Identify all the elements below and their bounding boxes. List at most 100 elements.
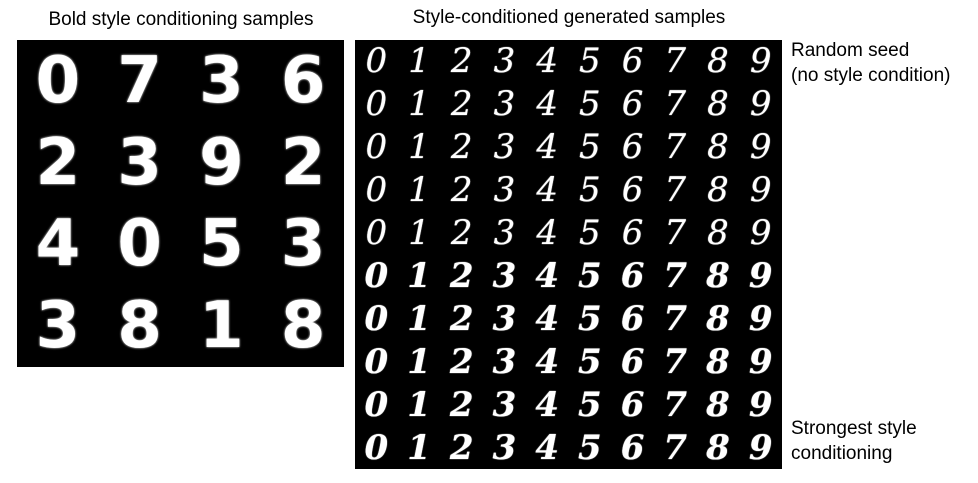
generated-digit: 7: [664, 127, 687, 168]
conditioning-digit: 4: [35, 207, 81, 282]
generated-sample-cell: 7: [654, 426, 697, 469]
conditioning-sample-cell: 1: [181, 285, 263, 367]
generated-digit: 8: [706, 427, 730, 468]
generated-sample-cell: 2: [440, 297, 483, 340]
conditioning-digit: 3: [199, 43, 244, 118]
generated-digit: 2: [449, 298, 474, 339]
generated-sample-cell: 9: [739, 426, 782, 469]
generated-digit: 3: [492, 255, 517, 296]
generated-digit: 1: [408, 84, 430, 125]
generated-digit: 8: [706, 298, 730, 339]
generated-digit: 3: [492, 384, 517, 425]
strongest-style-label: Strongest style conditioning: [791, 416, 917, 466]
generated-digit: 2: [450, 127, 473, 168]
random-seed-label-line1: Random seed: [791, 40, 910, 61]
conditioning-sample-cell: 7: [99, 40, 181, 122]
conditioning-digit: 0: [117, 207, 162, 282]
generated-sample-cell: 7: [654, 40, 697, 83]
generated-sample-cell: 8: [697, 297, 740, 340]
generated-sample-cell: 4: [526, 340, 569, 383]
generated-sample-cell: 6: [611, 212, 654, 255]
generated-digit: 4: [535, 341, 559, 382]
generated-sample-cell: 9: [739, 340, 782, 383]
generated-digit: 0: [365, 127, 388, 168]
generated-sample-cell: 5: [569, 255, 612, 298]
generated-sample-cell: 4: [526, 255, 569, 298]
generated-sample-cell: 6: [611, 340, 654, 383]
generated-sample-cell: 0: [355, 169, 398, 212]
generated-sample-cell: 5: [569, 169, 612, 212]
generated-digit: 6: [620, 255, 645, 296]
generated-digit: 7: [663, 341, 688, 382]
generated-digit: 2: [449, 384, 474, 425]
generated-sample-cell: 9: [739, 40, 782, 83]
conditioning-sample-cell: 3: [17, 285, 99, 367]
conditioning-sample-cell: 3: [181, 40, 263, 122]
generated-digit: 0: [365, 84, 388, 125]
conditioning-sample-cell: 0: [17, 40, 99, 122]
conditioning-sample-cell: 8: [99, 285, 181, 367]
generated-sample-cell: 3: [483, 255, 526, 298]
generated-sample-cell: 1: [398, 297, 441, 340]
conditioning-sample-cell: 2: [262, 122, 344, 204]
generated-sample-cell: 9: [739, 126, 782, 169]
generated-sample-cell: 4: [526, 83, 569, 126]
generated-sample-cell: 5: [569, 340, 612, 383]
generated-digit: 6: [620, 384, 645, 425]
generated-sample-cell: 5: [569, 297, 612, 340]
generated-digit: 3: [493, 170, 516, 211]
generated-digit: 9: [749, 170, 772, 211]
conditioning-sample-cell: 0: [99, 204, 181, 286]
generated-sample-cell: 3: [483, 40, 526, 83]
generated-digit: 5: [578, 427, 602, 468]
conditioning-digit: 9: [199, 125, 244, 200]
generated-sample-cell: 2: [440, 40, 483, 83]
generated-digit: 0: [364, 255, 389, 296]
conditioning-digit: 3: [35, 289, 81, 364]
generated-sample-cell: 7: [654, 169, 697, 212]
conditioning-digit: 8: [280, 289, 326, 364]
generated-sample-cell: 6: [611, 255, 654, 298]
generated-sample-cell: 8: [697, 383, 740, 426]
generated-sample-cell: 1: [398, 126, 441, 169]
generated-digit: 6: [621, 213, 644, 254]
generated-sample-cell: 7: [654, 126, 697, 169]
generated-sample-cell: 7: [654, 255, 697, 298]
generated-digit: 8: [706, 384, 730, 425]
generated-digit: 8: [707, 127, 729, 168]
generated-digit: 5: [579, 84, 601, 125]
generated-sample-cell: 7: [654, 297, 697, 340]
generated-sample-cell: 2: [440, 169, 483, 212]
generated-digit: 9: [749, 84, 772, 125]
generated-digit: 3: [493, 84, 516, 125]
generated-digit: 7: [664, 84, 687, 125]
generated-sample-cell: 8: [697, 83, 740, 126]
generated-digit: 9: [748, 427, 773, 468]
generated-digit: 3: [493, 213, 516, 254]
generated-sample-cell: 0: [355, 83, 398, 126]
generated-digit: 8: [707, 84, 729, 125]
conditioning-sample-cell: 8: [262, 285, 344, 367]
generated-digit: 1: [407, 427, 431, 468]
generated-sample-cell: 2: [440, 126, 483, 169]
generated-digit: 5: [578, 255, 602, 296]
generated-digit: 7: [664, 213, 687, 254]
conditioning-digit: 8: [117, 289, 162, 364]
generated-sample-cell: 6: [611, 297, 654, 340]
generated-digit: 8: [706, 341, 730, 382]
generated-digit: 6: [621, 41, 644, 82]
generated-sample-cell: 4: [526, 426, 569, 469]
generated-sample-cell: 1: [398, 255, 441, 298]
generated-digit: 7: [664, 41, 687, 82]
generated-digit: 1: [408, 213, 430, 254]
conditioning-sample-cell: 4: [17, 204, 99, 286]
generated-digit: 9: [748, 384, 773, 425]
generated-sample-cell: 7: [654, 83, 697, 126]
generated-digit: 4: [536, 84, 558, 125]
conditioning-digit: 2: [280, 125, 326, 200]
generated-digit: 4: [535, 427, 559, 468]
generated-digit: 6: [621, 84, 644, 125]
